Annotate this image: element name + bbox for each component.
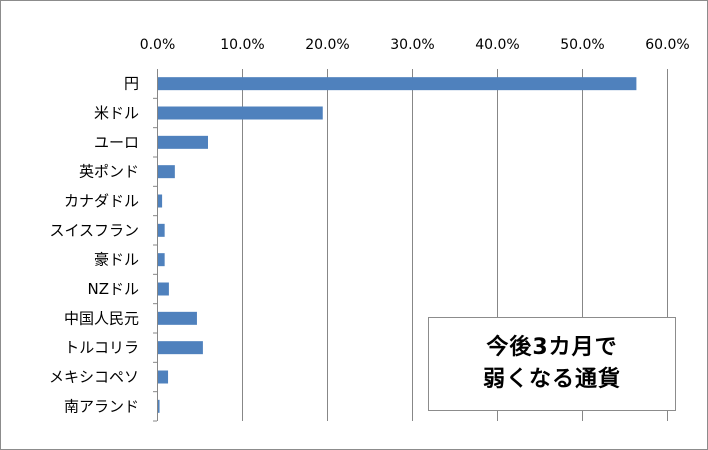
x-tick-label: 40.0% [475,37,519,53]
bar [158,106,323,120]
category-label: 豪ドル [94,251,139,269]
category-label: 米ドル [94,104,139,122]
x-tick-label: 60.0% [645,37,689,53]
bar [158,223,165,237]
category-label: 英ポンド [79,163,139,181]
category-label: カナダドル [64,192,139,210]
bar [158,370,169,384]
category-label: ユーロ [94,133,139,151]
category-label: スイスフラン [49,221,139,239]
bar [158,311,197,325]
bar [158,194,163,208]
x-tick-label: 10.0% [220,37,264,53]
bar [158,165,175,179]
x-tick-label: 30.0% [390,37,434,53]
bar [158,253,165,267]
category-label: 円 [124,75,139,93]
category-label: NZドル [88,280,140,298]
x-tick-label: 20.0% [305,37,349,53]
chart-title-line-1: 今後3カ月で [486,335,618,360]
x-tick-label: 50.0% [560,37,604,53]
bar [158,341,203,355]
category-label: メキシコペソ [49,368,139,386]
bar [158,399,160,413]
category-label: 中国人民元 [64,309,139,327]
chart-title-box: 今後3カ月で 弱くなる通貨 [428,317,676,411]
bars [153,77,637,422]
x-tick-label: 0.0% [140,37,176,53]
bar [158,282,169,296]
x-axis-ticks: 0.0% 10.0% 20.0% 30.0% 40.0% 50.0% 60.0% [140,37,690,53]
category-label: 南アランド [64,397,139,415]
category-label: トルコリラ [64,339,139,357]
bar [158,135,208,149]
bar [158,77,637,91]
chart-title-line-2: 弱くなる通貨 [482,367,621,392]
